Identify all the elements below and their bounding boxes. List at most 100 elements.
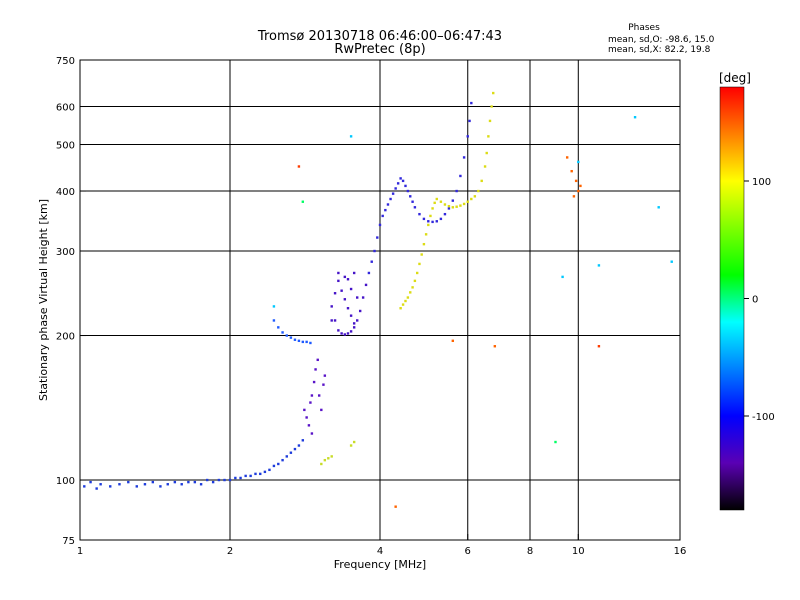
echo-point [466, 200, 469, 203]
colorbar-label: [deg] [719, 71, 751, 85]
colorbar-ticks: 100 0 -100 [744, 177, 775, 423]
echo-point [396, 182, 400, 185]
echo-point [431, 207, 434, 210]
echo-point [570, 169, 573, 173]
echo-point [477, 189, 480, 193]
echo-point [349, 135, 353, 138]
echo-point [462, 202, 466, 206]
echo-point [355, 319, 359, 322]
echo-point [307, 424, 311, 427]
echo-point [466, 135, 469, 138]
y-tick-label: 75 [62, 536, 75, 547]
echo-point [422, 242, 426, 246]
echo-point [433, 201, 436, 205]
echo-point [561, 275, 564, 279]
x-tick-label: 10 [572, 546, 585, 557]
y-axis-ticks: 75 100 200 300 400 500 600 750 [56, 56, 86, 547]
echo-point [305, 416, 308, 419]
echo-point [301, 439, 305, 442]
echo-point [355, 296, 359, 299]
echo-point [127, 480, 130, 484]
echo-point [399, 307, 402, 310]
echo-point [320, 408, 323, 412]
colorbar-tick-label: 0 [752, 295, 758, 306]
echo-point [455, 205, 458, 208]
echo-point [401, 179, 405, 183]
echo-point [443, 212, 447, 216]
echo-point [223, 478, 226, 482]
echo-point [285, 455, 288, 458]
echo-point [309, 401, 312, 404]
echo-point [418, 212, 421, 216]
echo-point [285, 334, 288, 337]
y-tick-label: 750 [56, 56, 75, 67]
phase-stats-x: mean, sd,X: 82.2, 19.8 [608, 45, 711, 55]
echo-point [289, 451, 293, 454]
echo-point [418, 262, 421, 266]
echo-point [370, 260, 373, 263]
echo-point [361, 296, 365, 299]
echo-point [83, 485, 86, 488]
echo-point [411, 286, 414, 289]
echo-point [409, 291, 412, 294]
echo-point [343, 333, 347, 336]
echo-point [429, 214, 432, 218]
echo-point [443, 203, 447, 206]
echo-point [310, 394, 314, 397]
echo-point [143, 483, 147, 486]
echo-point [389, 197, 392, 201]
echo-point [352, 322, 356, 325]
echo-point [565, 156, 569, 159]
echo-point [459, 174, 462, 178]
echo-point [415, 271, 419, 275]
x-axis-ticks: 1 2 4 6 8 10 16 [77, 534, 686, 557]
echo-point [422, 217, 426, 221]
echo-point [239, 476, 242, 480]
echo-point [234, 476, 237, 480]
echo-point [420, 253, 423, 256]
echo-point [364, 283, 368, 287]
echo-point [312, 380, 316, 384]
echo-point [451, 199, 455, 202]
echo-point [263, 470, 267, 474]
echo-point [470, 197, 473, 201]
echo-point [455, 189, 458, 193]
y-tick-label: 600 [56, 103, 75, 114]
chart-title: Tromsø 20130718 06:46:00–06:47:43 [257, 29, 502, 44]
echo-point [272, 305, 276, 308]
echo-point [244, 474, 247, 478]
y-axis-label: Stationary phase Virtual Height [km] [37, 199, 50, 401]
echo-point [281, 331, 284, 334]
x-tick-label: 4 [377, 546, 383, 557]
echo-point [349, 314, 353, 317]
echo-point [173, 480, 177, 484]
echo-point [180, 483, 183, 486]
echo-point [404, 184, 407, 188]
echo-point [333, 319, 337, 322]
echo-point [451, 339, 455, 343]
echo-point [483, 165, 487, 168]
echo-point [413, 206, 417, 209]
y-tick-label: 100 [56, 476, 75, 487]
echo-point [670, 260, 673, 263]
echo-point [435, 197, 438, 201]
echo-point [297, 444, 301, 447]
echo-point [633, 116, 637, 119]
echo-point [406, 296, 410, 299]
echo-point [492, 91, 495, 95]
echo-point [376, 236, 379, 239]
echo-point [310, 432, 314, 435]
echo-point [352, 326, 356, 329]
echo-point [314, 368, 317, 371]
colorbar-tick-label: 100 [752, 177, 771, 188]
echo-point [409, 195, 412, 198]
echo-point [340, 289, 343, 292]
echo-point [301, 200, 305, 203]
echo-point [394, 505, 397, 508]
echo-point [404, 299, 407, 303]
echo-point [574, 179, 578, 183]
echo-point [413, 279, 417, 283]
echo-point [572, 195, 576, 198]
echo-point [373, 249, 376, 253]
y-tick-label: 400 [56, 187, 75, 198]
